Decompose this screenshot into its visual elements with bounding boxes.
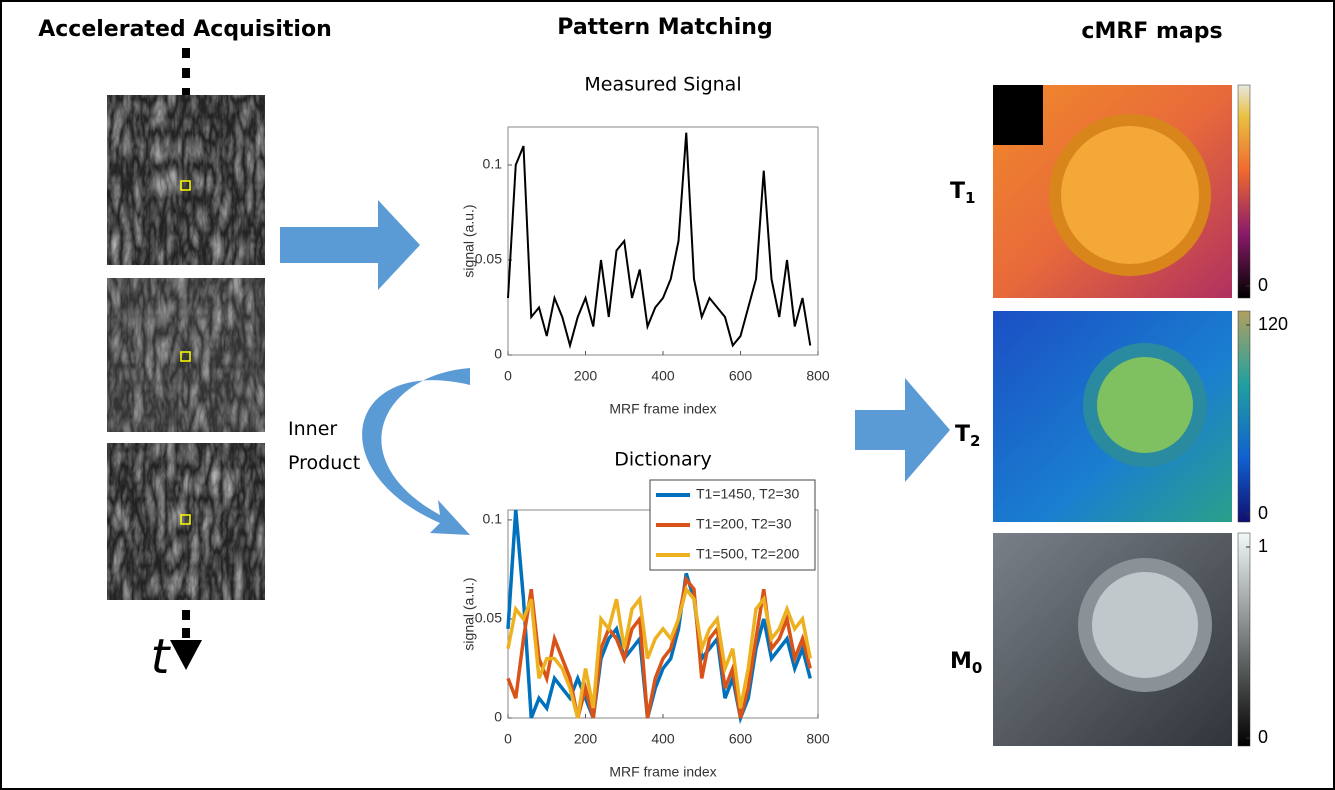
colorbar-label: 0 [1258, 275, 1268, 295]
y-tick-label: 0.05 [475, 610, 502, 626]
colorbar-label: 1 [1258, 536, 1268, 556]
time-label: t [151, 629, 172, 685]
data-line [506, 585, 812, 719]
heading: Accelerated Acquisition [38, 17, 332, 42]
x-tick-label: 400 [651, 731, 675, 747]
x-tick-label: 200 [574, 731, 598, 747]
arrow [855, 378, 950, 482]
curved-arrow [362, 368, 470, 535]
y-tick-label: 0.1 [483, 156, 503, 172]
heading: Pattern Matching [557, 15, 772, 40]
data-line [507, 132, 812, 350]
x-tick-label: 200 [574, 368, 598, 384]
map-subscript: 1 [965, 189, 975, 207]
x-tick-label: 0 [504, 368, 512, 384]
arrow [280, 200, 420, 290]
map-subscript: 2 [970, 432, 980, 450]
y-axis-label: signal (a.u.) [461, 204, 477, 277]
map-label: T1 [950, 179, 975, 207]
y-tick-label: 0 [494, 346, 502, 362]
x-tick-label: 600 [729, 731, 753, 747]
legend-label: T1=1450, T2=30 [696, 486, 799, 502]
data-line [506, 509, 812, 725]
legend-label: T1=200, T2=30 [696, 516, 792, 532]
heading: cMRF maps [1081, 19, 1222, 44]
map-images [993, 84, 1251, 747]
x-tick-label: 400 [651, 368, 675, 384]
map-label: T2 [955, 422, 980, 450]
data-line [506, 575, 812, 719]
x-tick-label: 800 [806, 368, 830, 384]
plot-area [507, 126, 819, 356]
chart-title: Dictionary [614, 449, 711, 471]
map-subscript: 0 [972, 659, 982, 677]
x-tick-label: 800 [806, 731, 830, 747]
map-label: M0 [950, 649, 982, 677]
y-tick-label: 0 [494, 709, 502, 725]
chart-title: Measured Signal [584, 74, 741, 96]
map-symbol: T [955, 422, 970, 447]
x-axis-label: MRF frame index [609, 401, 716, 417]
map-symbol: M [950, 649, 972, 674]
colorbar-label: 0 [1258, 503, 1268, 523]
x-tick-label: 0 [504, 731, 512, 747]
inner-product-label: Inner Product [288, 418, 361, 474]
x-axis-label: MRF frame index [609, 764, 716, 780]
legend-label: T1=500, T2=200 [696, 546, 799, 562]
colorbar-label: 120 [1258, 314, 1288, 334]
y-axis-label: signal (a.u.) [461, 577, 477, 650]
acquisition-frames [107, 48, 265, 670]
x-tick-label: 600 [729, 368, 753, 384]
colorbar-label: 0 [1258, 727, 1268, 747]
y-tick-label: 0.1 [483, 511, 503, 527]
y-tick-label: 0.05 [475, 251, 502, 267]
map-symbol: T [950, 179, 965, 204]
